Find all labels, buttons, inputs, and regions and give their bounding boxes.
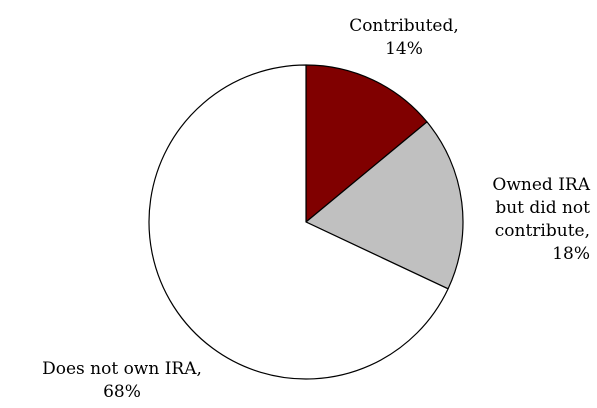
slice-label-owned-ira: Owned IRA but did not contribute, 18% xyxy=(450,174,590,266)
slice-label-owned-ira-line-4: 18% xyxy=(552,244,590,264)
slice-label-does-not-own-ira: Does not own IRA, 68% xyxy=(2,358,242,404)
slice-label-owned-ira-line-2: but did not xyxy=(495,198,590,218)
slice-label-owned-ira-line-1: Owned IRA xyxy=(492,175,590,195)
pie-slice-contributed xyxy=(305,64,428,223)
slice-label-contributed-line-1: Contributed, xyxy=(349,16,459,36)
slice-label-does-not-own-ira-line-2: 68% xyxy=(103,382,141,402)
slice-label-contributed-line-2: 14% xyxy=(385,39,423,59)
slice-label-owned-ira-line-3: contribute, xyxy=(494,221,590,241)
pie-slice-does-not-own-ira xyxy=(148,64,449,380)
slice-label-contributed: Contributed, 14% xyxy=(334,15,474,61)
pie-slice-owned-ira-but-did-not-contribute xyxy=(305,121,464,290)
slice-label-does-not-own-ira-line-1: Does not own IRA, xyxy=(42,359,202,379)
